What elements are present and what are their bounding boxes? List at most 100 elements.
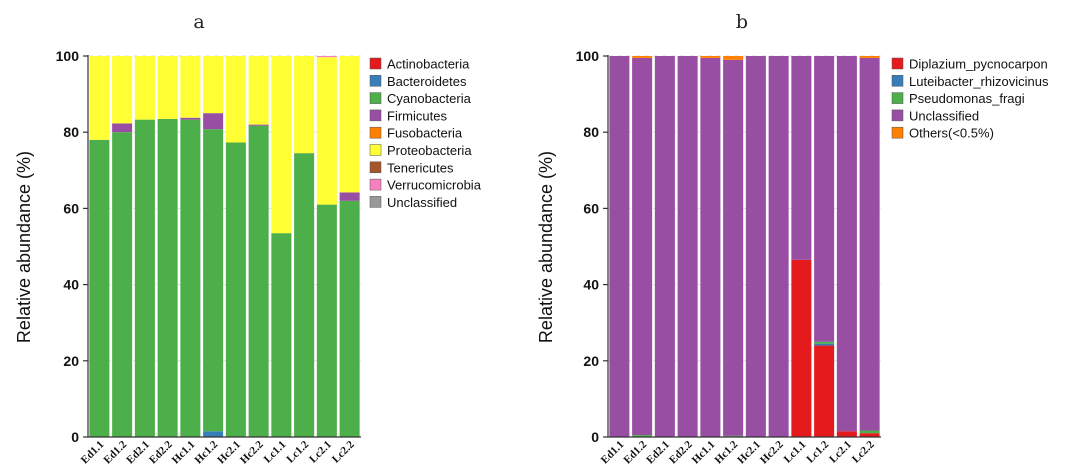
x-tick-label: Hc2.2 <box>758 438 786 464</box>
legend-swatch <box>369 109 382 122</box>
legend-swatch <box>369 57 382 70</box>
panel-a-bars <box>89 56 360 438</box>
legend-label: Proteobacteria <box>387 143 472 158</box>
bar-segment <box>203 129 224 432</box>
x-tick-label: Lc1.2 <box>804 438 831 464</box>
x-tick-label: Lc2.1 <box>827 439 854 464</box>
bar-segment <box>700 56 721 58</box>
panel-a-letter: a <box>193 11 204 33</box>
legend-label: Verrucomicrobia <box>387 178 482 193</box>
bar-segment <box>294 153 315 437</box>
x-tick-label: Hc2.2 <box>238 438 266 464</box>
panel-a-axes <box>87 55 361 438</box>
bar-segment <box>814 343 835 346</box>
legend-swatch <box>369 161 382 174</box>
bar-segment <box>723 56 744 60</box>
bar-segment <box>339 192 360 201</box>
y-tick-label: 100 <box>56 48 80 64</box>
bar-segment <box>791 56 812 260</box>
panel-b-y-ticks: 0 20 40 60 80 100 <box>576 48 608 445</box>
legend-swatch <box>369 178 382 191</box>
bar-segment <box>248 56 269 125</box>
legend-swatch <box>369 196 382 208</box>
y-tick-label: 20 <box>63 353 79 369</box>
chart-panel-a: a Relative abundance (%) 0 20 40 60 80 100 Ed… <box>14 11 482 464</box>
x-tick-label: Hc2.1 <box>215 439 243 464</box>
legend-swatch <box>891 57 904 70</box>
bar-segment <box>271 56 292 234</box>
bar-segment <box>203 56 224 114</box>
y-tick-label: 20 <box>583 353 599 369</box>
x-tick-label: Lc2.2 <box>330 438 357 464</box>
legend-swatch <box>891 109 904 122</box>
y-tick-label: 60 <box>583 200 599 216</box>
legend-swatch <box>891 126 904 139</box>
panel-a-legend: Actinobacteria Bacteroidetes Cyanobacteria… <box>369 57 482 210</box>
legend-label: Unclassified <box>387 195 457 210</box>
bar-segment <box>791 259 812 437</box>
bar-segment <box>248 125 269 438</box>
bar-segment <box>632 56 653 58</box>
panel-a-x-ticks: Ed1.1Ed1.2Ed2.1Ed2.2Hc1.1Hc1.2Hc2.1Hc2.2… <box>79 438 357 464</box>
x-tick-label: Ed2.1 <box>644 439 672 464</box>
panel-b-letter: b <box>736 11 748 33</box>
legend-label: Fusobacteria <box>387 126 463 141</box>
bar-segment <box>859 57 880 431</box>
bar-segment <box>157 118 178 438</box>
legend-label: Cyanobacteria <box>387 91 472 106</box>
bar-segment <box>316 56 337 58</box>
x-tick-label: Lc2.2 <box>850 438 877 464</box>
x-tick-label: Ed2.1 <box>124 439 152 464</box>
panel-b-legend: Diplazium_pycnocarpon Luteibacter_rhizovi… <box>891 57 1049 141</box>
legend-swatch <box>369 144 382 156</box>
y-tick-label: 40 <box>63 277 79 293</box>
bar-segment <box>112 56 133 124</box>
panel-b-y-axis-label: Relative abundance (%) <box>536 151 556 343</box>
y-tick-label: 40 <box>583 277 599 293</box>
bar-segment <box>294 56 315 154</box>
bar-segment <box>134 119 155 437</box>
x-tick-label: Hc1.1 <box>170 439 198 464</box>
bar-segment <box>225 56 246 143</box>
bar-segment <box>203 431 224 437</box>
bar-segment <box>316 204 337 437</box>
bar-segment <box>632 57 653 436</box>
bar-segment <box>609 56 630 437</box>
legend-label: Unclassified <box>909 108 979 123</box>
x-tick-label: Hc2.1 <box>735 439 763 464</box>
panel-b-bars <box>609 56 880 437</box>
y-tick-label: 100 <box>576 48 600 64</box>
panel-b-x-ticks: Ed1.1Ed1.2Ed2.1Ed2.2Hc1.1Hc1.2Hc2.1Hc2.2… <box>599 438 877 464</box>
bar-segment <box>203 113 224 130</box>
bar-segment <box>768 56 789 437</box>
bar-segment <box>339 56 360 193</box>
legend-label: Diplazium_pycnocarpon <box>909 57 1048 72</box>
bar-segment <box>89 56 110 140</box>
y-tick-label: 0 <box>71 429 79 445</box>
x-tick-label: Lc1.1 <box>262 439 289 464</box>
legend-label: Luteibacter_rhizovicinus <box>909 74 1049 89</box>
bar-segment <box>157 56 178 119</box>
legend-label: Bacteroidetes <box>387 74 467 89</box>
bar-segment <box>89 139 110 437</box>
chart-panel-b: b Relative abundance (%) 0 20 40 60 80 100 Ed… <box>536 11 1049 464</box>
legend-label: Tenericutes <box>387 160 454 175</box>
bar-segment <box>723 59 744 436</box>
x-tick-label: Lc1.2 <box>284 438 311 464</box>
bar-segment <box>112 123 133 133</box>
legend-swatch <box>369 75 382 87</box>
bar-segment <box>248 124 269 126</box>
bar-segment <box>339 200 360 437</box>
bar-segment <box>180 117 201 120</box>
bar-segment <box>654 56 675 437</box>
x-tick-label: Ed1.1 <box>599 439 627 464</box>
bar-segment <box>700 57 721 437</box>
bar-segment <box>859 430 880 434</box>
bar-segment <box>836 56 857 432</box>
y-tick-label: 80 <box>583 124 599 140</box>
x-tick-label: Lc2.1 <box>307 439 334 464</box>
x-tick-label: Hc1.1 <box>690 439 718 464</box>
x-tick-label: Lc1.1 <box>782 439 809 464</box>
bar-segment <box>180 56 201 118</box>
